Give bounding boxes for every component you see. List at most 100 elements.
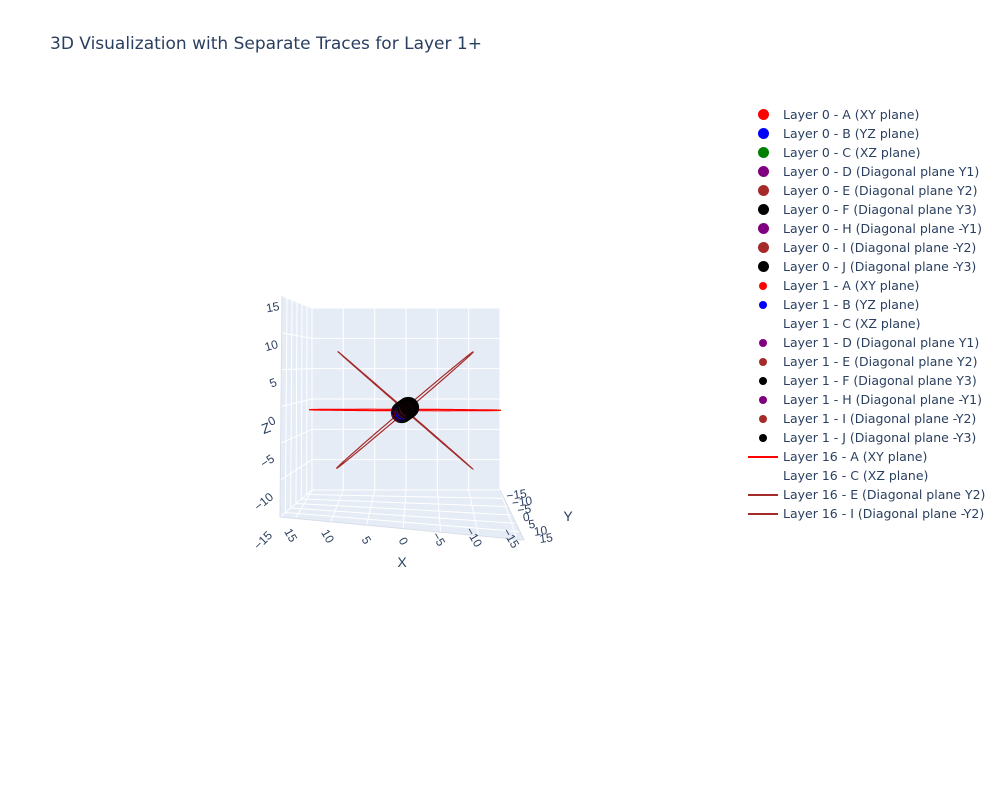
y-tick-label: −10 <box>511 493 533 510</box>
grid-line <box>499 489 517 537</box>
legend-symbol <box>748 390 778 409</box>
legend-label: Layer 0 - B (YZ plane) <box>783 126 920 141</box>
legend-label: Layer 1 - B (YZ plane) <box>783 297 920 312</box>
z-tick-label: −10 <box>251 490 276 514</box>
grid-line <box>364 489 376 531</box>
legend-item[interactable]: Layer 0 - D (Diagonal plane Y1) <box>748 162 998 181</box>
legend-label: Layer 0 - D (Diagonal plane Y1) <box>783 164 980 179</box>
z-tick-label: 5 <box>267 375 279 391</box>
legend-item[interactable]: Layer 1 - A (XY plane) <box>748 276 998 295</box>
legend-item[interactable]: Layer 1 - J (Diagonal plane -Y3) <box>748 428 998 447</box>
legend-item[interactable]: Layer 0 - H (Diagonal plane -Y1) <box>748 219 998 238</box>
legend-label: Layer 16 - A (XY plane) <box>783 449 928 464</box>
grid-line <box>295 301 298 504</box>
legend-item[interactable]: Layer 1 - C (XZ plane) <box>748 314 998 333</box>
legend-item[interactable]: Layer 0 - A (XY plane) <box>748 105 998 124</box>
grid-line <box>295 503 513 516</box>
legend: Layer 0 - A (XY plane) Layer 0 - B (YZ pl… <box>748 105 998 523</box>
grid-line <box>284 297 288 513</box>
z-axis-line <box>279 295 283 518</box>
y-axis-line <box>499 489 525 541</box>
legend-symbol <box>748 124 778 143</box>
y-tick-label: 0 <box>522 510 531 525</box>
legend-symbol <box>748 504 778 523</box>
legend-symbol <box>748 105 778 124</box>
legend-label: Layer 1 - H (Diagonal plane -Y1) <box>783 392 982 407</box>
trace-line-20 <box>336 351 474 469</box>
legend-symbol <box>748 314 778 333</box>
legend-label: Layer 0 - J (Diagonal plane -Y3) <box>783 259 977 274</box>
legend-label: Layer 1 - F (Diagonal plane Y3) <box>783 373 977 388</box>
legend-item[interactable]: Layer 1 - F (Diagonal plane Y3) <box>748 371 998 390</box>
legend-label: Layer 0 - H (Diagonal plane -Y1) <box>783 221 982 236</box>
x-axis-line <box>279 516 525 541</box>
legend-symbol <box>748 238 778 257</box>
legend-item[interactable]: Layer 1 - D (Diagonal plane Y1) <box>748 333 998 352</box>
z-tick-label: 15 <box>265 299 281 315</box>
x-tick-label: −5 <box>429 530 448 549</box>
legend-item[interactable]: Layer 1 - E (Diagonal plane Y2) <box>748 352 998 371</box>
x-tick-label: 10 <box>318 527 337 546</box>
legend-label: Layer 0 - A (XY plane) <box>783 107 920 122</box>
legend-symbol <box>748 162 778 181</box>
trace-marker-17 <box>400 399 417 416</box>
chart-title: 3D Visualization with Separate Traces fo… <box>50 34 482 54</box>
y-tick-label: 15 <box>538 530 553 546</box>
legend-item[interactable]: Layer 0 - C (XZ plane) <box>748 143 998 162</box>
grid-line <box>402 489 407 533</box>
traces <box>308 350 502 471</box>
legend-label: Layer 16 - I (Diagonal plane -Y2) <box>783 506 985 521</box>
legend-symbol <box>748 447 778 466</box>
legend-symbol <box>748 219 778 238</box>
legend-symbol <box>748 333 778 352</box>
legend-label: Layer 0 - F (Diagonal plane Y3) <box>783 202 977 217</box>
legend-label: Layer 1 - I (Diagonal plane -Y2) <box>783 411 977 426</box>
legend-symbol <box>748 428 778 447</box>
legend-label: Layer 16 - C (XZ plane) <box>783 468 929 483</box>
x-axis-label: X <box>397 554 407 570</box>
legend-item[interactable]: Layer 0 - I (Diagonal plane -Y2) <box>748 238 998 257</box>
legend-symbol <box>748 200 778 219</box>
legend-symbol <box>748 409 778 428</box>
y-tick-label: 10 <box>533 523 548 539</box>
grid-line <box>285 512 521 533</box>
legend-item[interactable]: Layer 16 - E (Diagonal plane Y2) <box>748 485 998 504</box>
legend-label: Layer 1 - A (XY plane) <box>783 278 920 293</box>
grid-line <box>301 498 509 508</box>
grid-line <box>327 489 344 530</box>
legend-symbol <box>748 181 778 200</box>
z-tick-label: −15 <box>251 528 276 553</box>
legend-item[interactable]: Layer 16 - C (XZ plane) <box>748 466 998 485</box>
legend-symbol <box>748 295 778 314</box>
legend-item[interactable]: Layer 1 - B (YZ plane) <box>748 295 998 314</box>
legend-item[interactable]: Layer 16 - A (XY plane) <box>748 447 998 466</box>
legend-label: Layer 1 - E (Diagonal plane Y2) <box>783 354 978 369</box>
legend-item[interactable]: Layer 16 - I (Diagonal plane -Y2) <box>748 504 998 523</box>
legend-item[interactable]: Layer 0 - J (Diagonal plane -Y3) <box>748 257 998 276</box>
legend-symbol <box>748 276 778 295</box>
grid-line <box>290 299 293 509</box>
legend-item[interactable]: Layer 0 - F (Diagonal plane Y3) <box>748 200 998 219</box>
legend-symbol <box>748 485 778 504</box>
legend-label: Layer 0 - E (Diagonal plane Y2) <box>783 183 978 198</box>
y-tick-label: −5 <box>516 501 532 517</box>
legend-item[interactable]: Layer 1 - H (Diagonal plane -Y1) <box>748 390 998 409</box>
x-tick-label: 5 <box>359 534 375 547</box>
grid-line <box>300 303 303 500</box>
legend-label: Layer 0 - C (XZ plane) <box>783 145 921 160</box>
legend-label: Layer 1 - J (Diagonal plane -Y3) <box>783 430 977 445</box>
grid-line <box>306 494 505 499</box>
legend-item[interactable]: Layer 0 - B (YZ plane) <box>748 124 998 143</box>
x-tick-label: 0 <box>396 535 412 548</box>
legend-label: Layer 1 - D (Diagonal plane Y1) <box>783 335 980 350</box>
legend-label: Layer 16 - E (Diagonal plane Y2) <box>783 487 986 502</box>
legend-label: Layer 0 - I (Diagonal plane -Y2) <box>783 240 977 255</box>
x-tick-label: 15 <box>281 526 300 545</box>
legend-symbol <box>748 143 778 162</box>
legend-item[interactable]: Layer 0 - E (Diagonal plane Y2) <box>748 181 998 200</box>
legend-item[interactable]: Layer 1 - I (Diagonal plane -Y2) <box>748 409 998 428</box>
legend-symbol <box>748 352 778 371</box>
y-tick-label: 5 <box>527 517 536 532</box>
legend-symbol <box>748 466 778 485</box>
